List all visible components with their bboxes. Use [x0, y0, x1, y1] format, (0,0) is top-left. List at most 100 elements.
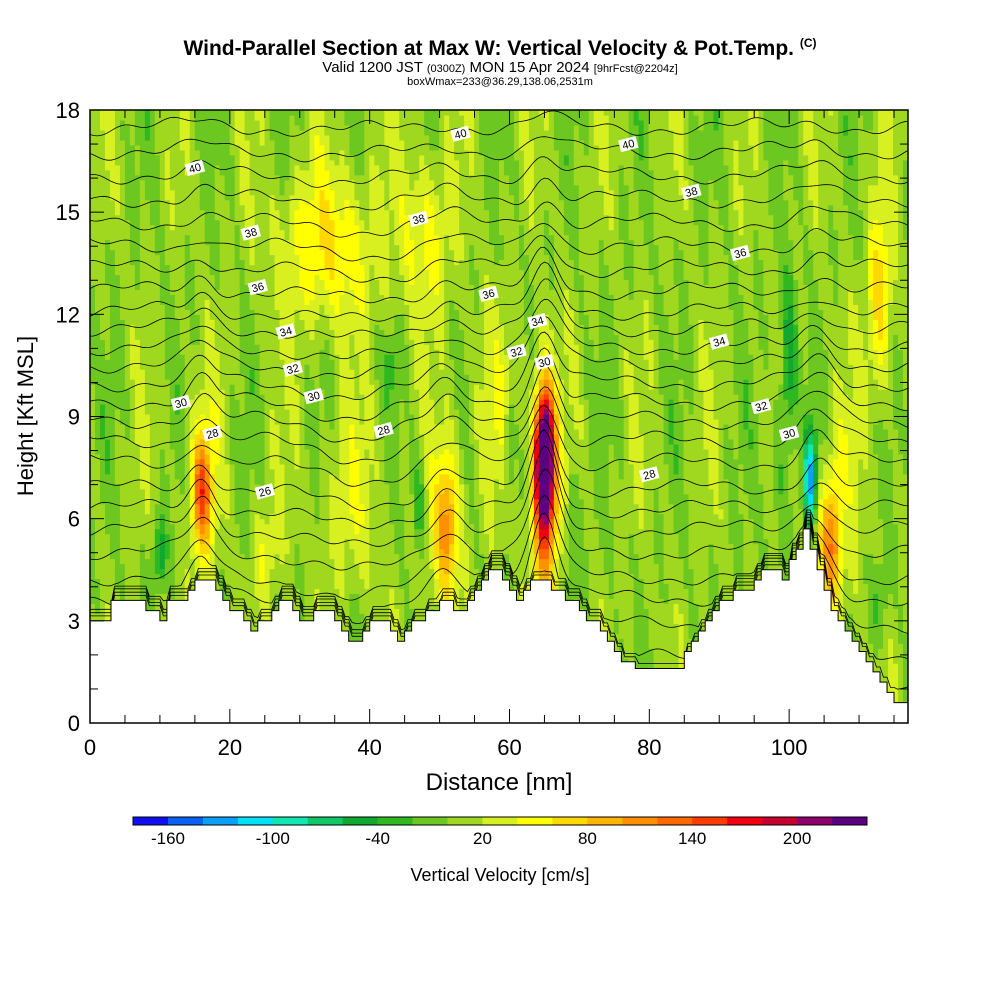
theta-label-text: 30: [782, 427, 797, 442]
theta-contour: [90, 278, 908, 339]
colorbar-swatch: [622, 817, 658, 825]
theta-label: 26: [254, 483, 276, 500]
theta-contour: [90, 523, 908, 690]
colorbar-swatch: [482, 817, 518, 825]
theta-label-text: 28: [376, 424, 391, 439]
chart-title-text: Wind-Parallel Section at Max W: Vertical…: [183, 37, 794, 60]
x-tick-label: 80: [637, 735, 661, 760]
theta-label-text: 40: [453, 127, 468, 142]
x-axis-label: Distance [nm]: [426, 769, 573, 796]
colorbar-swatch: [657, 817, 693, 825]
x-tick-label: 60: [497, 735, 521, 760]
theta-label: 34: [527, 312, 548, 330]
x-tick-label: 100: [771, 735, 808, 760]
theta-label-box: [639, 466, 660, 483]
theta-contour: [90, 516, 908, 634]
theta-contour: [90, 234, 908, 283]
theta-contour: [90, 418, 908, 512]
colorbar-swatch: [202, 817, 239, 825]
theta-contour: [90, 365, 908, 443]
colorbar-swatch: [307, 817, 344, 825]
theta-label: 36: [247, 278, 269, 296]
theta-contour: [90, 223, 908, 262]
theta-label-box: [450, 125, 471, 142]
theta-label-text: 32: [754, 400, 769, 415]
forecast-info: [9hrFcst@2204z]: [593, 63, 678, 75]
theta-label-text: 38: [244, 226, 259, 241]
y-axis-label: Height [Kft MSL]: [13, 336, 38, 496]
colorbar-tick-label: -160: [151, 829, 185, 848]
potential-temperature-contours: [90, 110, 908, 690]
theta-label-box: [729, 244, 751, 262]
theta-label: 38: [240, 224, 262, 241]
theta-label-box: [506, 343, 527, 360]
theta-contour: [90, 520, 908, 660]
theta-label-text: 26: [258, 485, 273, 500]
theta-label-box: [478, 285, 499, 303]
colorbar-tick-label: 200: [783, 829, 811, 848]
theta-label-box: [534, 353, 555, 371]
theta-label-box: [202, 425, 223, 442]
chart-title: Wind-Parallel Section at Max W: Vertical…: [0, 36, 1000, 61]
colorbar-swatch: [552, 817, 588, 825]
theta-label-box: [303, 387, 324, 405]
x-tick-label: 0: [84, 735, 96, 760]
colorbar-swatch: [587, 817, 623, 825]
theta-label-text: 30: [306, 390, 321, 405]
colorbar-swatch: [342, 817, 378, 825]
theta-label: 30: [170, 394, 192, 412]
colorbar-swatch: [762, 817, 798, 825]
colorbar-swatch: [832, 817, 868, 825]
box-info-line: boxWmax=233@36.29,138.06,2531m: [407, 76, 593, 88]
theta-label-box: [408, 210, 429, 228]
theta-label-box: [240, 224, 262, 241]
y-tick-label: 15: [56, 200, 80, 225]
theta-label-text: 36: [251, 281, 266, 296]
theta-contour: [90, 331, 908, 401]
theta-label-text: 40: [188, 161, 203, 176]
theta-label: 38: [681, 183, 702, 200]
theta-label-box: [681, 183, 702, 200]
colorbar-swatch: [517, 817, 553, 825]
theta-contour: [90, 201, 908, 238]
theta-label-box: [778, 425, 800, 442]
theta-label-box: [750, 398, 772, 415]
theta-label-box: [184, 159, 206, 177]
theta-label: 28: [639, 466, 660, 483]
theta-contour: [90, 298, 908, 360]
theta-label-text: 34: [712, 335, 727, 350]
theta-label: 30: [303, 387, 324, 405]
valid-zulu: (0300Z): [426, 63, 466, 75]
theta-label-text: 32: [509, 345, 524, 360]
theta-contour: [90, 136, 908, 163]
theta-label: 38: [408, 210, 429, 228]
valid-date: MON 15 Apr 2024: [469, 59, 590, 76]
theta-contour: [90, 177, 908, 213]
theta-label-text: 34: [279, 325, 294, 340]
theta-contour: [90, 110, 908, 137]
theta-contour: [90, 445, 908, 547]
theta-label-text: 38: [684, 185, 699, 200]
theta-contour: [90, 404, 908, 487]
theta-label: 32: [750, 398, 772, 415]
theta-label-box: [373, 421, 394, 439]
theta-label: 28: [202, 425, 223, 442]
theta-contour: [90, 315, 908, 380]
y-tick-label: 0: [68, 711, 80, 736]
theta-label-box: [254, 483, 276, 500]
theta-label: 30: [534, 353, 555, 371]
theta-contour: [90, 246, 908, 304]
theta-label: 40: [450, 125, 471, 142]
colorbar-swatch: [412, 817, 448, 825]
contour-labels: 40 40 40 38 38 38 36 36 36 34 34 34 32 32 32 30 30 30 30 28…: [170, 125, 800, 500]
colorbar-label: Vertical Velocity [cm/s]: [410, 865, 589, 885]
theta-label-box: [527, 312, 548, 330]
y-tick-label: 18: [56, 98, 80, 123]
valid-prefix: Valid 1200 JST: [322, 59, 423, 76]
theta-label: 32: [282, 360, 304, 377]
theta-label-text: 36: [481, 287, 496, 302]
theta-contour: [90, 512, 908, 624]
theta-label-box: [170, 394, 192, 412]
theta-label: 36: [478, 285, 499, 303]
